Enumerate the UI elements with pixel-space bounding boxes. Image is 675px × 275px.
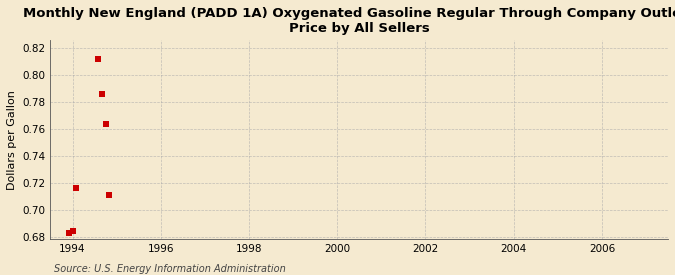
- Point: [100, 122, 111, 126]
- Title: Monthly New England (PADD 1A) Oxygenated Gasoline Regular Through Company Outlet: Monthly New England (PADD 1A) Oxygenated…: [23, 7, 675, 35]
- Point: [97, 92, 107, 96]
- Text: Source: U.S. Energy Information Administration: Source: U.S. Energy Information Administ…: [54, 264, 286, 274]
- Point: [67, 229, 78, 233]
- Point: [93, 57, 104, 61]
- Point: [71, 186, 82, 191]
- Point: [104, 193, 115, 197]
- Y-axis label: Dollars per Gallon: Dollars per Gallon: [7, 90, 17, 190]
- Point: [63, 230, 74, 235]
